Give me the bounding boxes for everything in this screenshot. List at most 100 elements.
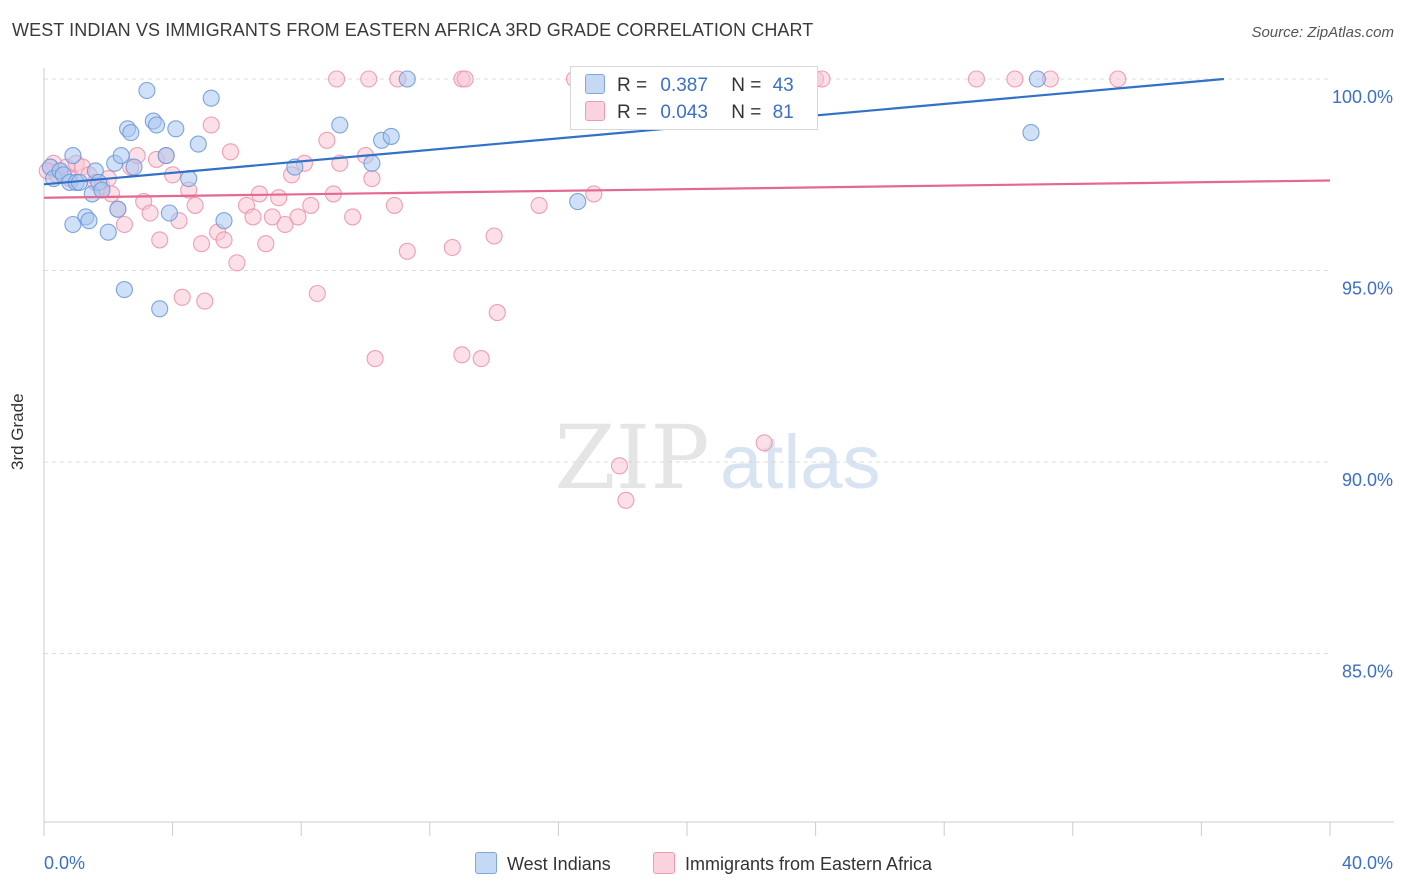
point-eastern-africa — [385, 196, 403, 214]
y-tick-label-90: 90.0% — [1342, 470, 1393, 490]
point-west-indians — [64, 147, 82, 165]
point-west-indians — [1022, 124, 1040, 142]
point-eastern-africa — [221, 143, 240, 161]
point-eastern-africa — [610, 457, 629, 475]
point-eastern-africa — [585, 185, 603, 203]
legend-n-value-pink: 81 — [772, 102, 794, 123]
legend-r-label: R = — [617, 102, 648, 123]
source-label: Source: ZipAtlas.com — [1251, 24, 1394, 41]
point-eastern-africa — [443, 238, 461, 257]
legend-row-eastern-africa: R = 0.043 N = 81 — [585, 101, 794, 125]
point-eastern-africa — [318, 131, 336, 149]
point-eastern-africa — [263, 208, 281, 226]
point-eastern-africa — [967, 70, 985, 88]
point-eastern-africa — [472, 350, 490, 368]
point-eastern-africa — [456, 70, 474, 88]
point-west-indians — [109, 200, 127, 218]
point-eastern-africa — [366, 350, 384, 368]
point-eastern-africa — [115, 215, 133, 234]
point-west-indians — [1028, 70, 1046, 88]
point-eastern-africa — [485, 227, 503, 245]
point-eastern-africa — [173, 288, 191, 306]
trend-line-eastern-africa — [43, 179, 1331, 199]
x-tick-label-min: 0.0% — [44, 853, 86, 873]
point-eastern-africa — [755, 434, 773, 452]
legend-swatch-blue — [585, 74, 605, 94]
x-tick-label-max: 40.0% — [1341, 853, 1393, 873]
watermark-atlas: atlas — [720, 420, 881, 505]
legend-n-label: N = — [731, 75, 762, 96]
point-west-indians — [167, 120, 185, 138]
point-west-indians — [151, 300, 169, 318]
point-eastern-africa — [141, 204, 159, 222]
chart-title: WEST INDIAN VS IMMIGRANTS FROM EASTERN A… — [12, 20, 814, 40]
point-eastern-africa — [328, 70, 346, 88]
point-eastern-africa — [151, 231, 169, 249]
watermark-zip: ZIP — [554, 406, 709, 509]
legend-swatch-blue — [475, 852, 497, 874]
trend-line-west-indians — [43, 77, 1225, 186]
point-west-indians — [157, 147, 175, 165]
point-eastern-africa — [302, 196, 320, 214]
point-eastern-africa — [289, 208, 307, 226]
legend-item-eastern-africa: Immigrants from Eastern Africa — [653, 852, 932, 875]
point-eastern-africa — [363, 170, 381, 188]
legend-r-value-pink: 0.043 — [660, 102, 708, 123]
point-west-indians — [363, 154, 381, 172]
legend-row-west-indians: R = 0.387 N = 43 — [585, 74, 794, 98]
point-eastern-africa — [186, 196, 204, 214]
point-west-indians — [215, 212, 233, 230]
point-eastern-africa — [257, 235, 275, 253]
point-eastern-africa — [1006, 70, 1024, 88]
legend-r-label: R = — [617, 75, 648, 96]
watermark: ZIP atlas — [554, 406, 880, 509]
trend-lines — [43, 77, 1331, 199]
point-eastern-africa — [360, 70, 378, 88]
point-eastern-africa — [530, 196, 548, 214]
point-west-indians — [138, 81, 156, 100]
point-west-indians — [93, 181, 111, 199]
point-eastern-africa — [228, 254, 246, 272]
point-eastern-africa — [202, 116, 220, 134]
grid-lines — [44, 78, 1330, 654]
point-west-indians — [112, 147, 130, 165]
legend-item-west-indians: West Indians — [475, 852, 611, 875]
legend-n-value-blue: 43 — [772, 75, 794, 96]
point-west-indians — [147, 116, 166, 134]
point-west-indians — [331, 116, 349, 134]
point-west-indians — [115, 281, 133, 299]
point-eastern-africa — [164, 166, 182, 184]
point-eastern-africa — [276, 215, 294, 234]
point-west-indians — [80, 212, 98, 230]
point-west-indians — [64, 215, 82, 234]
y-tick-labels: 85.0% 90.0% 95.0% 100.0% — [1332, 87, 1393, 682]
series-legend: West Indians Immigrants from Eastern Afr… — [0, 852, 1406, 878]
y-tick-label-100: 100.0% — [1332, 87, 1393, 107]
point-eastern-africa — [488, 304, 506, 322]
point-west-indians — [125, 158, 143, 176]
legend-r-value-blue: 0.387 — [660, 75, 708, 96]
point-west-indians — [122, 124, 140, 142]
legend-label-eastern-africa: Immigrants from Eastern Africa — [685, 854, 933, 874]
legend-swatch-pink — [653, 852, 675, 874]
legend-swatch-pink — [585, 101, 605, 121]
point-west-indians — [569, 193, 587, 211]
point-eastern-africa — [398, 242, 416, 260]
point-eastern-africa — [270, 189, 288, 207]
legend-label-west-indians: West Indians — [507, 854, 611, 874]
point-eastern-africa — [1109, 70, 1127, 88]
point-eastern-africa — [196, 292, 214, 310]
point-eastern-africa — [308, 284, 326, 303]
legend-n-label: N = — [731, 102, 762, 123]
y-tick-label-95: 95.0% — [1342, 279, 1393, 299]
point-west-indians — [202, 89, 220, 107]
axes — [43, 68, 1394, 836]
point-west-indians — [398, 70, 416, 88]
point-eastern-africa — [453, 346, 471, 364]
y-tick-label-85: 85.0% — [1342, 662, 1393, 682]
point-west-indians — [189, 135, 207, 153]
correlation-legend: R = 0.387 N = 43 R = 0.043 N = 81 — [570, 66, 818, 130]
point-eastern-africa — [215, 231, 233, 249]
point-eastern-africa — [244, 208, 262, 226]
